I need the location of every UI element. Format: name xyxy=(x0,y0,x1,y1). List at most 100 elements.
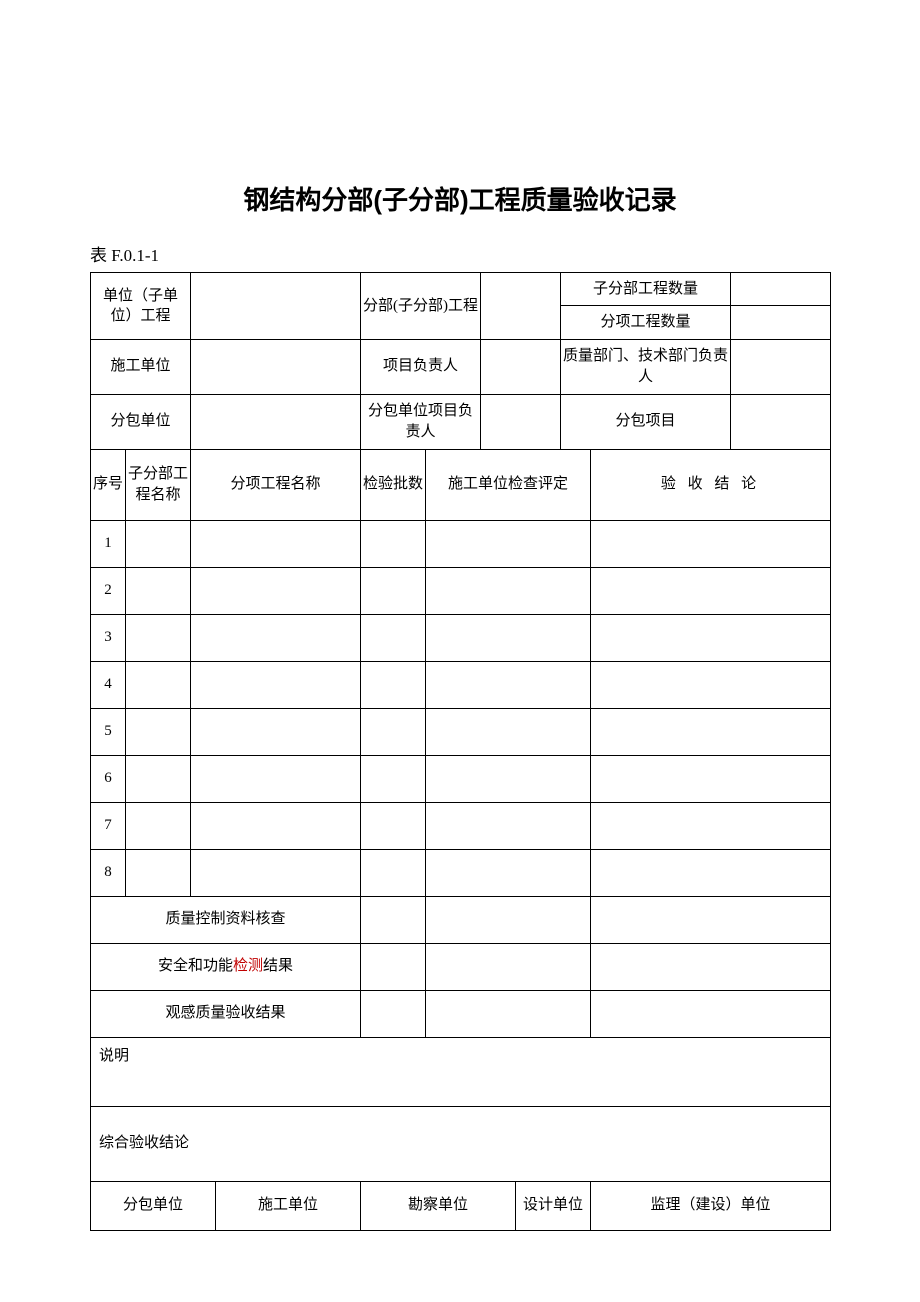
cell xyxy=(361,943,426,990)
header-row-3: 分包单位 分包单位项目负责人 分包项目 xyxy=(91,394,831,449)
cell-quality-control: 质量控制资料核查 xyxy=(91,896,361,943)
cell-sub-item-count-value xyxy=(731,306,831,339)
cell-footer-subcontractor: 分包单位 xyxy=(91,1181,216,1230)
cell xyxy=(126,708,191,755)
cell xyxy=(361,614,426,661)
cell-sub-part-count-value xyxy=(731,273,831,306)
column-header-row: 序号 子分部工程名称 分项工程名称 检验批数 施工单位检查评定 验 收 结 论 xyxy=(91,449,831,520)
cell xyxy=(591,802,831,849)
cell-unit-project-value xyxy=(191,273,361,340)
cell-seq: 8 xyxy=(91,849,126,896)
cell xyxy=(591,614,831,661)
cell-unit-project: 单位（子单位）工程 xyxy=(91,273,191,340)
cell xyxy=(361,708,426,755)
cell xyxy=(126,755,191,802)
main-table: 单位（子单位）工程 分部(子分部)工程 子分部工程数量 分项工程数量 施工单位 … xyxy=(90,272,831,1231)
cell xyxy=(426,567,591,614)
cell xyxy=(361,990,426,1037)
cell-seq: 3 xyxy=(91,614,126,661)
cell xyxy=(361,896,426,943)
table-label: 表 F.0.1-1 xyxy=(90,241,830,266)
cell-subcontract-project-value xyxy=(731,394,831,449)
row-quality-control: 质量控制资料核查 xyxy=(91,896,831,943)
cell xyxy=(191,708,361,755)
cell-appearance: 观感质量验收结果 xyxy=(91,990,361,1037)
cell-sub-part-project: 分部(子分部)工程 xyxy=(361,273,481,340)
cell xyxy=(361,802,426,849)
table-row: 8 xyxy=(91,849,831,896)
cell-subcontractor-leader-value xyxy=(481,394,561,449)
page-title: 钢结构分部(子分部)工程质量验收记录 xyxy=(90,180,830,217)
cell-seq: 5 xyxy=(91,708,126,755)
cell-sub-item-count: 分项工程数量 xyxy=(561,306,731,339)
table-row: 2 xyxy=(91,567,831,614)
cell-seq: 4 xyxy=(91,661,126,708)
cell-quality-tech-leader: 质量部门、技术部门负责人 xyxy=(561,339,731,394)
cell xyxy=(126,520,191,567)
cell-subcontractor: 分包单位 xyxy=(91,394,191,449)
table-row: 7 xyxy=(91,802,831,849)
page: 钢结构分部(子分部)工程质量验收记录 表 F.0.1-1 单位（子单位）工程 分… xyxy=(0,0,920,1302)
cell-project-leader: 项目负责人 xyxy=(361,339,481,394)
cell xyxy=(191,755,361,802)
cell xyxy=(426,614,591,661)
table-row: 6 xyxy=(91,755,831,802)
cell xyxy=(191,661,361,708)
table-row: 1 xyxy=(91,520,831,567)
cell-construction-unit: 施工单位 xyxy=(91,339,191,394)
cell xyxy=(361,661,426,708)
col-acceptance: 验 收 结 论 xyxy=(591,449,831,520)
cell xyxy=(126,849,191,896)
cell xyxy=(426,990,591,1037)
cell xyxy=(426,661,591,708)
cell-sub-part-project-value xyxy=(481,273,561,340)
table-row: 5 xyxy=(91,708,831,755)
cell-seq: 6 xyxy=(91,755,126,802)
cell xyxy=(361,520,426,567)
table-row: 4 xyxy=(91,661,831,708)
text-red: 检测 xyxy=(233,958,263,974)
cell xyxy=(191,567,361,614)
row-appearance: 观感质量验收结果 xyxy=(91,990,831,1037)
cell xyxy=(191,520,361,567)
cell-quality-tech-leader-value xyxy=(731,339,831,394)
table-row: 3 xyxy=(91,614,831,661)
col-sub-item-name: 分项工程名称 xyxy=(191,449,361,520)
cell-safety-function: 安全和功能检测结果 xyxy=(91,943,361,990)
cell-description: 说明 xyxy=(91,1037,831,1106)
cell xyxy=(426,896,591,943)
cell xyxy=(361,849,426,896)
cell-footer-construction: 施工单位 xyxy=(216,1181,361,1230)
row-description: 说明 xyxy=(91,1037,831,1106)
col-construction-check: 施工单位检查评定 xyxy=(426,449,591,520)
cell xyxy=(126,567,191,614)
cell xyxy=(591,520,831,567)
cell xyxy=(426,520,591,567)
cell-subcontractor-value xyxy=(191,394,361,449)
cell xyxy=(361,755,426,802)
cell xyxy=(126,614,191,661)
row-conclusion: 综合验收结论 xyxy=(91,1106,831,1181)
cell xyxy=(591,849,831,896)
cell xyxy=(591,661,831,708)
cell xyxy=(426,755,591,802)
cell xyxy=(191,802,361,849)
cell xyxy=(591,943,831,990)
cell-footer-design: 设计单位 xyxy=(516,1181,591,1230)
cell-sub-part-count: 子分部工程数量 xyxy=(561,273,731,306)
cell xyxy=(591,896,831,943)
col-seq: 序号 xyxy=(91,449,126,520)
text: 安全和功能 xyxy=(158,958,233,974)
cell xyxy=(426,943,591,990)
cell xyxy=(426,802,591,849)
cell-subcontractor-leader: 分包单位项目负责人 xyxy=(361,394,481,449)
header-row-1: 单位（子单位）工程 分部(子分部)工程 子分部工程数量 xyxy=(91,273,831,306)
cell-footer-supervision: 监理（建设）单位 xyxy=(591,1181,831,1230)
cell-construction-unit-value xyxy=(191,339,361,394)
cell xyxy=(191,849,361,896)
footer-row: 分包单位 施工单位 勘察单位 设计单位 监理（建设）单位 xyxy=(91,1181,831,1230)
cell xyxy=(126,661,191,708)
cell xyxy=(591,708,831,755)
cell xyxy=(426,708,591,755)
cell xyxy=(361,567,426,614)
